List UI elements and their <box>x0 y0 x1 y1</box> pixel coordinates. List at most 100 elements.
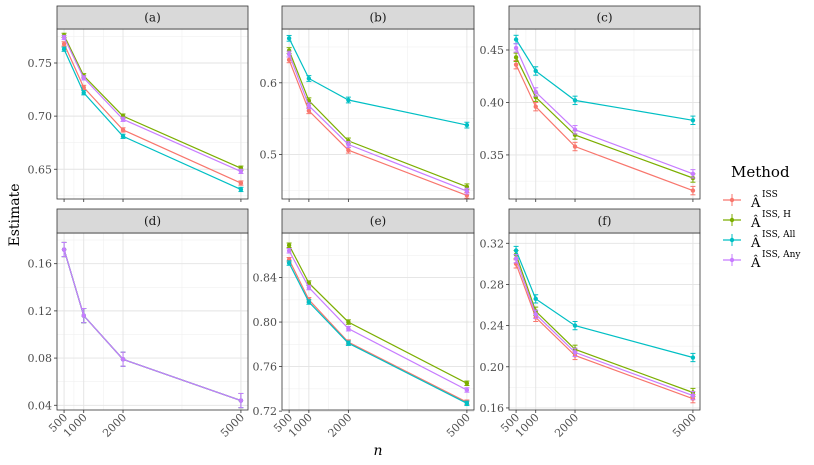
y-tick-label: 0.84 <box>253 272 278 285</box>
data-point <box>238 398 244 403</box>
panel-background <box>509 233 700 410</box>
data-point <box>346 97 351 103</box>
legend-label: Â <box>750 235 761 251</box>
series-line <box>63 43 242 184</box>
strip-label: (e) <box>370 214 386 228</box>
data-point <box>286 51 292 57</box>
strip-background <box>281 5 475 30</box>
y-tick-label: 0.80 <box>253 316 278 329</box>
strip-background <box>508 208 701 234</box>
strip-background <box>508 5 701 30</box>
data-point <box>286 248 292 254</box>
data-point <box>61 247 67 252</box>
data-point <box>61 35 67 40</box>
series-line <box>515 263 694 400</box>
series-line <box>288 53 468 192</box>
x-tick-label: 2000 <box>100 411 129 440</box>
y-tick-label: 0.75 <box>28 57 53 70</box>
series-line <box>515 57 694 179</box>
strip-label: (b) <box>369 11 386 25</box>
data-point <box>464 188 470 194</box>
series-line <box>515 258 694 397</box>
data-point <box>286 260 292 266</box>
data-point <box>513 256 519 261</box>
series-line <box>63 48 242 190</box>
data-point <box>346 142 351 147</box>
panel-background <box>57 29 248 199</box>
legend-superscript: ISS, All <box>762 230 796 240</box>
series-line <box>288 262 468 404</box>
x-tick-label: 2000 <box>326 411 355 440</box>
y-axis-title: Estimate <box>7 183 23 246</box>
data-point <box>513 45 519 51</box>
y-tick-label: 0.20 <box>480 361 505 374</box>
strip-label: (a) <box>144 11 161 25</box>
data-point <box>61 46 67 52</box>
panel-c: (c) 0.35 0.40 0.45 <box>480 5 701 202</box>
strip-label: (f) <box>598 214 612 228</box>
series-line <box>515 254 694 394</box>
strip-label: (d) <box>144 214 161 228</box>
y-tick-label: 0.40 <box>480 96 505 109</box>
x-axis-title: n <box>373 443 382 459</box>
data-point <box>572 350 578 355</box>
x-tick-label: 2000 <box>552 411 581 440</box>
x-tick-label: 5000 <box>444 411 473 440</box>
series-line <box>515 64 694 192</box>
data-point <box>81 85 86 90</box>
data-point <box>286 243 292 248</box>
x-tick-label: 5000 <box>670 411 699 440</box>
legend-title: Method <box>731 163 790 181</box>
data-point <box>464 381 470 386</box>
data-point <box>120 134 126 139</box>
y-tick-label: 0.70 <box>28 110 53 123</box>
series-line <box>515 39 693 121</box>
series-line <box>63 37 242 172</box>
series-line <box>288 250 468 391</box>
data-point <box>306 76 312 81</box>
legend-label: Â <box>750 195 761 211</box>
data-point <box>533 68 538 74</box>
legend-label: Â <box>750 255 761 271</box>
data-point <box>346 341 351 346</box>
series-line <box>63 35 242 169</box>
legend-superscript: ISS <box>762 190 778 200</box>
data-point <box>513 62 519 67</box>
legend-key-point <box>729 237 735 243</box>
x-tick-label: 5000 <box>218 411 247 440</box>
data-point <box>306 103 312 108</box>
series-line <box>288 50 468 188</box>
panel-b: (b) 0.5 0.6 <box>260 5 475 202</box>
data-point <box>306 299 312 305</box>
data-point <box>120 117 126 122</box>
data-point <box>572 144 578 149</box>
data-point <box>238 187 244 192</box>
data-point <box>81 90 86 95</box>
data-point <box>690 171 696 177</box>
data-point <box>346 319 351 325</box>
data-point <box>346 148 351 153</box>
y-tick-label: 0.72 <box>253 405 278 418</box>
series-line <box>288 59 468 196</box>
strip-background <box>281 208 475 234</box>
panel-background <box>57 233 248 410</box>
data-point <box>513 55 519 60</box>
data-point <box>533 104 538 109</box>
data-point <box>464 387 470 393</box>
series-line <box>288 38 468 126</box>
series-line <box>288 244 468 384</box>
data-point <box>464 401 470 406</box>
series-line <box>63 249 242 402</box>
legend-key-point <box>729 257 735 263</box>
data-point <box>533 89 538 95</box>
data-point <box>286 57 292 63</box>
panel-a: (a) 0.65 0.70 0.75 <box>28 5 249 202</box>
legend-superscript: ISS, Any <box>762 250 801 260</box>
data-point <box>306 285 312 290</box>
data-point <box>513 248 519 253</box>
